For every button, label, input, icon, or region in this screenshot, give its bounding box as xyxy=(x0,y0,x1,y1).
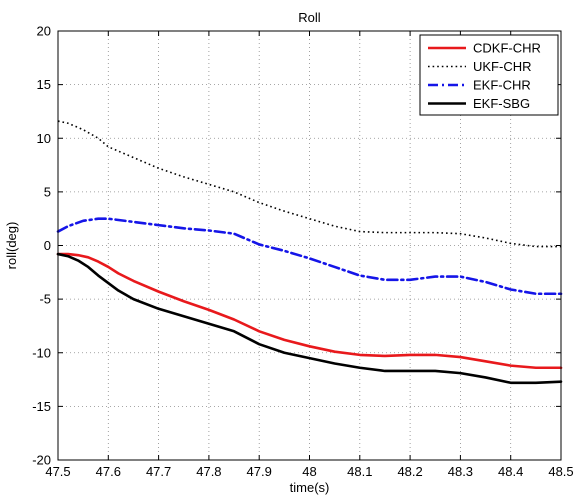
series-line-ukf-chr xyxy=(57,120,561,248)
x-tick-label: 47.7 xyxy=(146,464,171,479)
x-tick-label: 48 xyxy=(302,464,316,479)
legend-label: EKF-CHR xyxy=(473,78,531,93)
y-tick-label: -10 xyxy=(32,345,51,360)
y-tick-label: 15 xyxy=(37,77,51,92)
y-tick-label: -20 xyxy=(32,453,51,468)
x-tick-label: 47.6 xyxy=(96,464,121,479)
x-tick-label: 48.5 xyxy=(548,464,573,479)
series-line-ekf-chr xyxy=(56,217,563,296)
x-axis-label: time(s) xyxy=(290,480,330,495)
series-line-cdkf-chr xyxy=(56,252,563,370)
x-tick-label: 48.1 xyxy=(347,464,372,479)
legend-label: UKF-CHR xyxy=(473,59,532,74)
x-tick-label: 48.4 xyxy=(498,464,523,479)
y-tick-label: 10 xyxy=(37,131,51,146)
legend-label: CDKF-CHR xyxy=(473,41,541,56)
x-tick-label: 48.3 xyxy=(448,464,473,479)
y-tick-label: -15 xyxy=(32,399,51,414)
plot-frame xyxy=(57,30,562,461)
x-tick-label: 47.5 xyxy=(45,464,70,479)
x-tick-label: 48.2 xyxy=(397,464,422,479)
y-axis-label: roll(deg) xyxy=(4,222,19,270)
legend: CDKF-CHR UKF-CHR EKF-CHR EKF-SBG xyxy=(419,34,559,116)
legend-label: EKF-SBG xyxy=(473,96,530,111)
y-tick-label: -5 xyxy=(39,292,51,307)
series-line-ekf-sbg xyxy=(56,252,563,385)
axis-ticks: 47.5 47.6 47.7 47.8 47.9 48 48.1 48.2 48.3 48.4 48… xyxy=(32,24,573,480)
y-tick-label: 0 xyxy=(44,238,51,253)
chart-title: Roll xyxy=(298,10,321,25)
series-lines xyxy=(56,120,563,385)
y-tick-label: 5 xyxy=(44,184,51,199)
x-tick-label: 47.9 xyxy=(247,464,272,479)
x-tick-label: 47.8 xyxy=(196,464,221,479)
y-tick-label: 20 xyxy=(37,24,51,39)
